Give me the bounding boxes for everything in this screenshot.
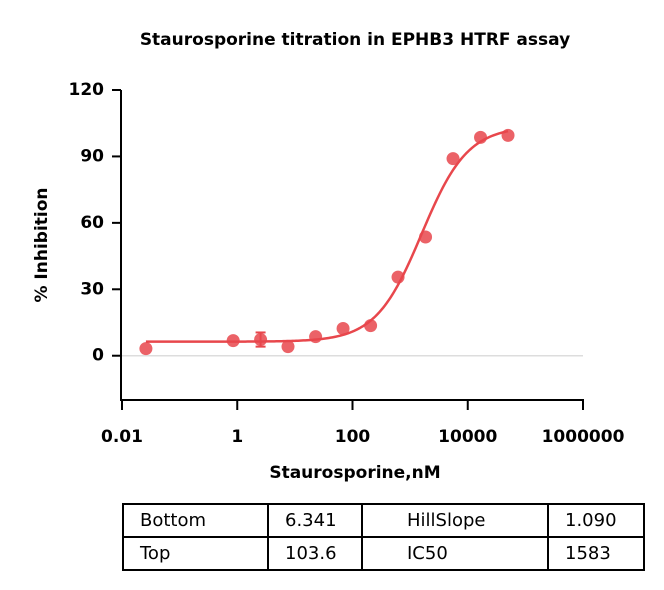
data-point [474, 130, 488, 144]
data-point [226, 334, 240, 348]
x-tick-label: 10000 [438, 427, 497, 447]
y-tick-label: 90 [80, 146, 104, 166]
x-tick-label: 1 [231, 427, 243, 447]
data-point [281, 340, 295, 354]
data-point [446, 152, 460, 166]
y-tick-label: 120 [69, 80, 105, 100]
table-cell: 1583 [547, 536, 645, 571]
data-point [419, 230, 433, 244]
table-cell: Top [122, 536, 269, 571]
x-tick-label: 0.01 [101, 427, 143, 447]
x-tick-label: 1000000 [542, 427, 625, 447]
chart-title: Staurosporine titration in EPHB3 HTRF as… [140, 30, 570, 50]
chart: Staurosporine titration in EPHB3 HTRF as… [32, 30, 625, 483]
x-axis-label: Staurosporine,nM [269, 463, 440, 483]
y-tick-label: 0 [92, 346, 104, 366]
data-point [391, 270, 405, 284]
x-tick-label: 100 [335, 427, 371, 447]
fit-table: Bottom 6.341 HillSlope 1.090 Top 103.6 I… [122, 503, 645, 571]
data-point [254, 333, 268, 347]
data-point [364, 319, 378, 333]
table-cell: 1.090 [547, 503, 645, 538]
table-cell: Bottom [122, 503, 269, 538]
data-point [309, 330, 323, 344]
y-tick-label: 30 [80, 279, 104, 299]
data-point [501, 128, 515, 142]
table-row: Bottom 6.341 HillSlope 1.090 [122, 503, 645, 538]
y-tick-label: 60 [80, 213, 104, 233]
table-cell: 103.6 [267, 536, 363, 571]
table-cell: 6.341 [267, 503, 363, 538]
y-axis-label: % Inhibition [32, 187, 52, 302]
data-point [336, 321, 350, 335]
data-point [139, 342, 153, 356]
table-row: Top 103.6 IC50 1583 [122, 536, 645, 571]
table-cell: IC50 [361, 536, 549, 571]
fit-curve [145, 129, 509, 343]
table-cell: HillSlope [361, 503, 549, 538]
